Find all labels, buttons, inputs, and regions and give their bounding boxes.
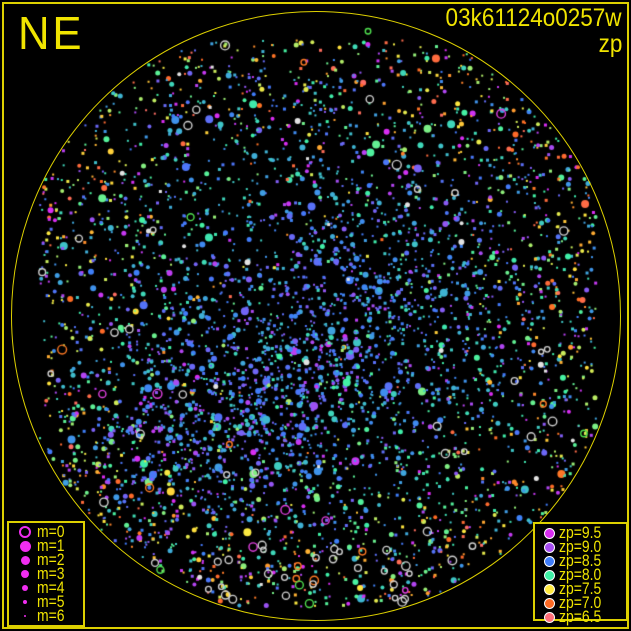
zeropoint-4-marker <box>543 583 555 595</box>
zeropoint-0-swatch-icon <box>539 527 559 539</box>
zeropoint-3-swatch-icon <box>539 569 559 581</box>
magnitude-0-marker <box>19 526 31 538</box>
orientation-label: NE <box>18 7 85 59</box>
magnitude-1-row: m=1 <box>13 536 79 555</box>
zeropoint-5-label: zp=7.0 <box>559 593 602 612</box>
magnitude-4-marker <box>22 585 28 591</box>
zeropoint-2-marker <box>543 555 555 567</box>
zeropoint-0-row: zp=9.5 <box>539 523 622 542</box>
magnitude-6-marker <box>23 614 27 618</box>
zeropoint-5-row: zp=7.0 <box>539 593 622 612</box>
magnitude-3-row: m=3 <box>13 564 79 583</box>
zeropoint-1-marker <box>543 541 555 553</box>
zeropoint-6-label: zp=6.5 <box>559 607 602 626</box>
zeropoint-6-swatch-icon <box>539 611 559 623</box>
zeropoint-6-row: zp=6.5 <box>539 607 622 626</box>
magnitude-4-swatch-icon <box>13 585 37 591</box>
magnitude-2-marker <box>20 555 30 565</box>
magnitude-1-marker <box>19 540 31 552</box>
zeropoint-2-label: zp=8.5 <box>559 551 602 570</box>
zeropoint-2-swatch-icon <box>539 555 559 567</box>
zeropoint-legend: zp=9.5 zp=9.0 zp=8.5 zp=8.0 zp=7.5 zp=7.0 zp=6… <box>533 522 628 626</box>
zeropoint-3-marker <box>543 569 555 581</box>
zeropoint-1-label: zp=9.0 <box>559 537 602 556</box>
magnitude-6-swatch-icon <box>13 614 37 618</box>
zeropoint-0-marker <box>543 527 555 539</box>
magnitude-6-label: m=6 <box>37 606 65 625</box>
magnitude-6-row: m=6 <box>13 606 79 625</box>
magnitude-2-swatch-icon <box>13 555 37 565</box>
magnitude-3-swatch-icon <box>13 570 37 578</box>
zeropoint-5-swatch-icon <box>539 597 559 609</box>
magnitude-0-swatch-icon <box>13 526 37 538</box>
magnitude-5-marker <box>23 600 27 604</box>
zeropoint-1-row: zp=9.0 <box>539 537 622 556</box>
magnitude-3-marker <box>21 570 29 578</box>
zeropoint-6-marker <box>543 611 555 623</box>
magnitude-2-label: m=2 <box>37 550 65 569</box>
magnitude-5-label: m=5 <box>37 592 65 611</box>
plate-id-title: 03k61124o0257w <box>446 4 622 32</box>
magnitude-1-swatch-icon <box>13 540 37 552</box>
zeropoint-3-label: zp=8.0 <box>559 565 602 584</box>
zeropoint-4-row: zp=7.5 <box>539 579 622 598</box>
zeropoint-3-row: zp=8.0 <box>539 565 622 584</box>
zeropoint-2-row: zp=8.5 <box>539 551 622 570</box>
magnitude-1-label: m=1 <box>37 536 65 555</box>
quantity-label: zp <box>598 30 622 58</box>
magnitude-4-row: m=4 <box>13 578 79 597</box>
magnitude-legend: m=0 m=1 m=2 m=3 m=4 m=5 m=6 <box>7 521 85 627</box>
zeropoint-0-label: zp=9.5 <box>559 523 602 542</box>
zeropoint-1-swatch-icon <box>539 541 559 553</box>
magnitude-4-label: m=4 <box>37 578 65 597</box>
zeropoint-4-label: zp=7.5 <box>559 579 602 598</box>
plot-titles: 03k61124o0257w zp <box>426 4 622 59</box>
zeropoint-5-marker <box>543 597 555 609</box>
magnitude-3-label: m=3 <box>37 564 65 583</box>
magnitude-2-row: m=2 <box>13 550 79 569</box>
magnitude-5-swatch-icon <box>13 600 37 604</box>
magnitude-0-row: m=0 <box>13 522 79 541</box>
zeropoint-4-swatch-icon <box>539 583 559 595</box>
magnitude-0-label: m=0 <box>37 522 65 541</box>
magnitude-5-row: m=5 <box>13 592 79 611</box>
